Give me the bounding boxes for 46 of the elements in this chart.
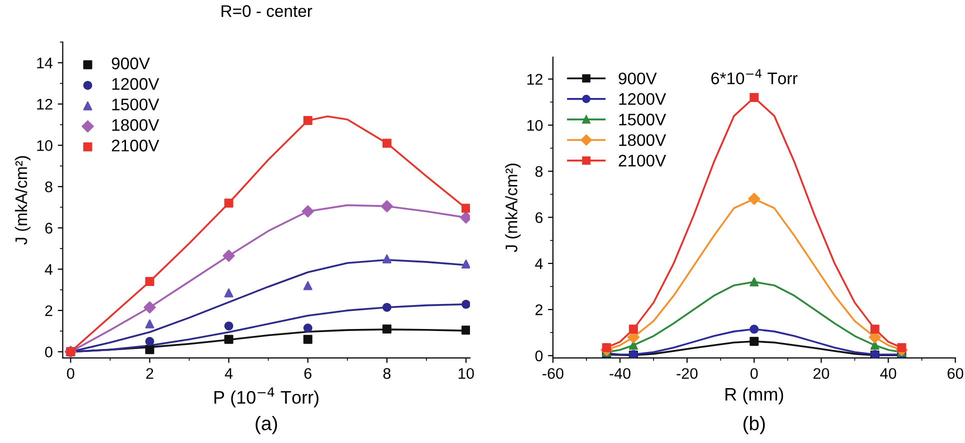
text: (b): [743, 416, 765, 434]
y-tick-label: 14: [37, 58, 53, 68]
y-tick-label: 2: [535, 304, 542, 316]
legend-label: 1200V: [112, 78, 160, 90]
legend-label: 1200V: [619, 93, 666, 105]
x-tick-label: 4: [224, 368, 233, 379]
y-tick-label: 10: [37, 140, 52, 151]
legend-label: 900V: [618, 72, 657, 84]
y-tick-label: 8: [45, 181, 52, 192]
y-tick-label: 6: [45, 222, 52, 234]
y-tick-label: 4: [44, 264, 53, 275]
y-tick-label: 0: [535, 350, 543, 362]
x-tick-label: 8: [383, 368, 391, 379]
y-tick-label: 12: [37, 98, 52, 110]
text: (a): [256, 416, 278, 434]
legend-label: 2100V: [618, 154, 666, 167]
legend-label: 1800V: [112, 119, 160, 131]
x-tick-label: -40: [610, 368, 630, 379]
x-tick-label: 20: [813, 368, 830, 379]
x-tick-label: 6: [304, 368, 312, 379]
legend-label: 900V: [112, 58, 150, 70]
x-tick-label: 0: [66, 368, 74, 379]
legend-label: 1800V: [619, 134, 666, 146]
x-axis-title: P (10$^{−4}$ Torr): [214, 387, 318, 408]
y-tick-label: 12: [527, 74, 542, 85]
y-tick-label: 8: [535, 166, 543, 177]
text: 6*10$^{−4}$ Torr: [711, 69, 798, 84]
y-axis-title: J (mkA/cm²): [505, 164, 521, 252]
y-tick-label: 6: [536, 212, 543, 224]
legend-label: 1500V: [619, 114, 666, 126]
x-tick-label: 10: [458, 368, 474, 379]
x-tick-label: 60: [948, 368, 964, 379]
x-axis-title: R (mm): [726, 387, 784, 404]
y-tick-label: 0: [45, 346, 52, 358]
y-axis-title: J (mkA/cm²): [14, 156, 30, 245]
x-tick-label: 0: [750, 368, 758, 379]
chart-title: R=0 - center: [222, 5, 312, 17]
x-tick-label: -60: [542, 368, 564, 379]
y-tick-label: 4: [535, 258, 543, 269]
x-tick-label: 2: [146, 368, 154, 379]
legend-label: 1500V: [112, 98, 160, 110]
x-tick-label: 40: [880, 368, 896, 379]
y-tick-label: 10: [527, 120, 543, 131]
legend-label: 2100V: [112, 140, 160, 152]
x-tick-label: -20: [676, 368, 698, 379]
y-tick-label: 2: [45, 305, 52, 316]
